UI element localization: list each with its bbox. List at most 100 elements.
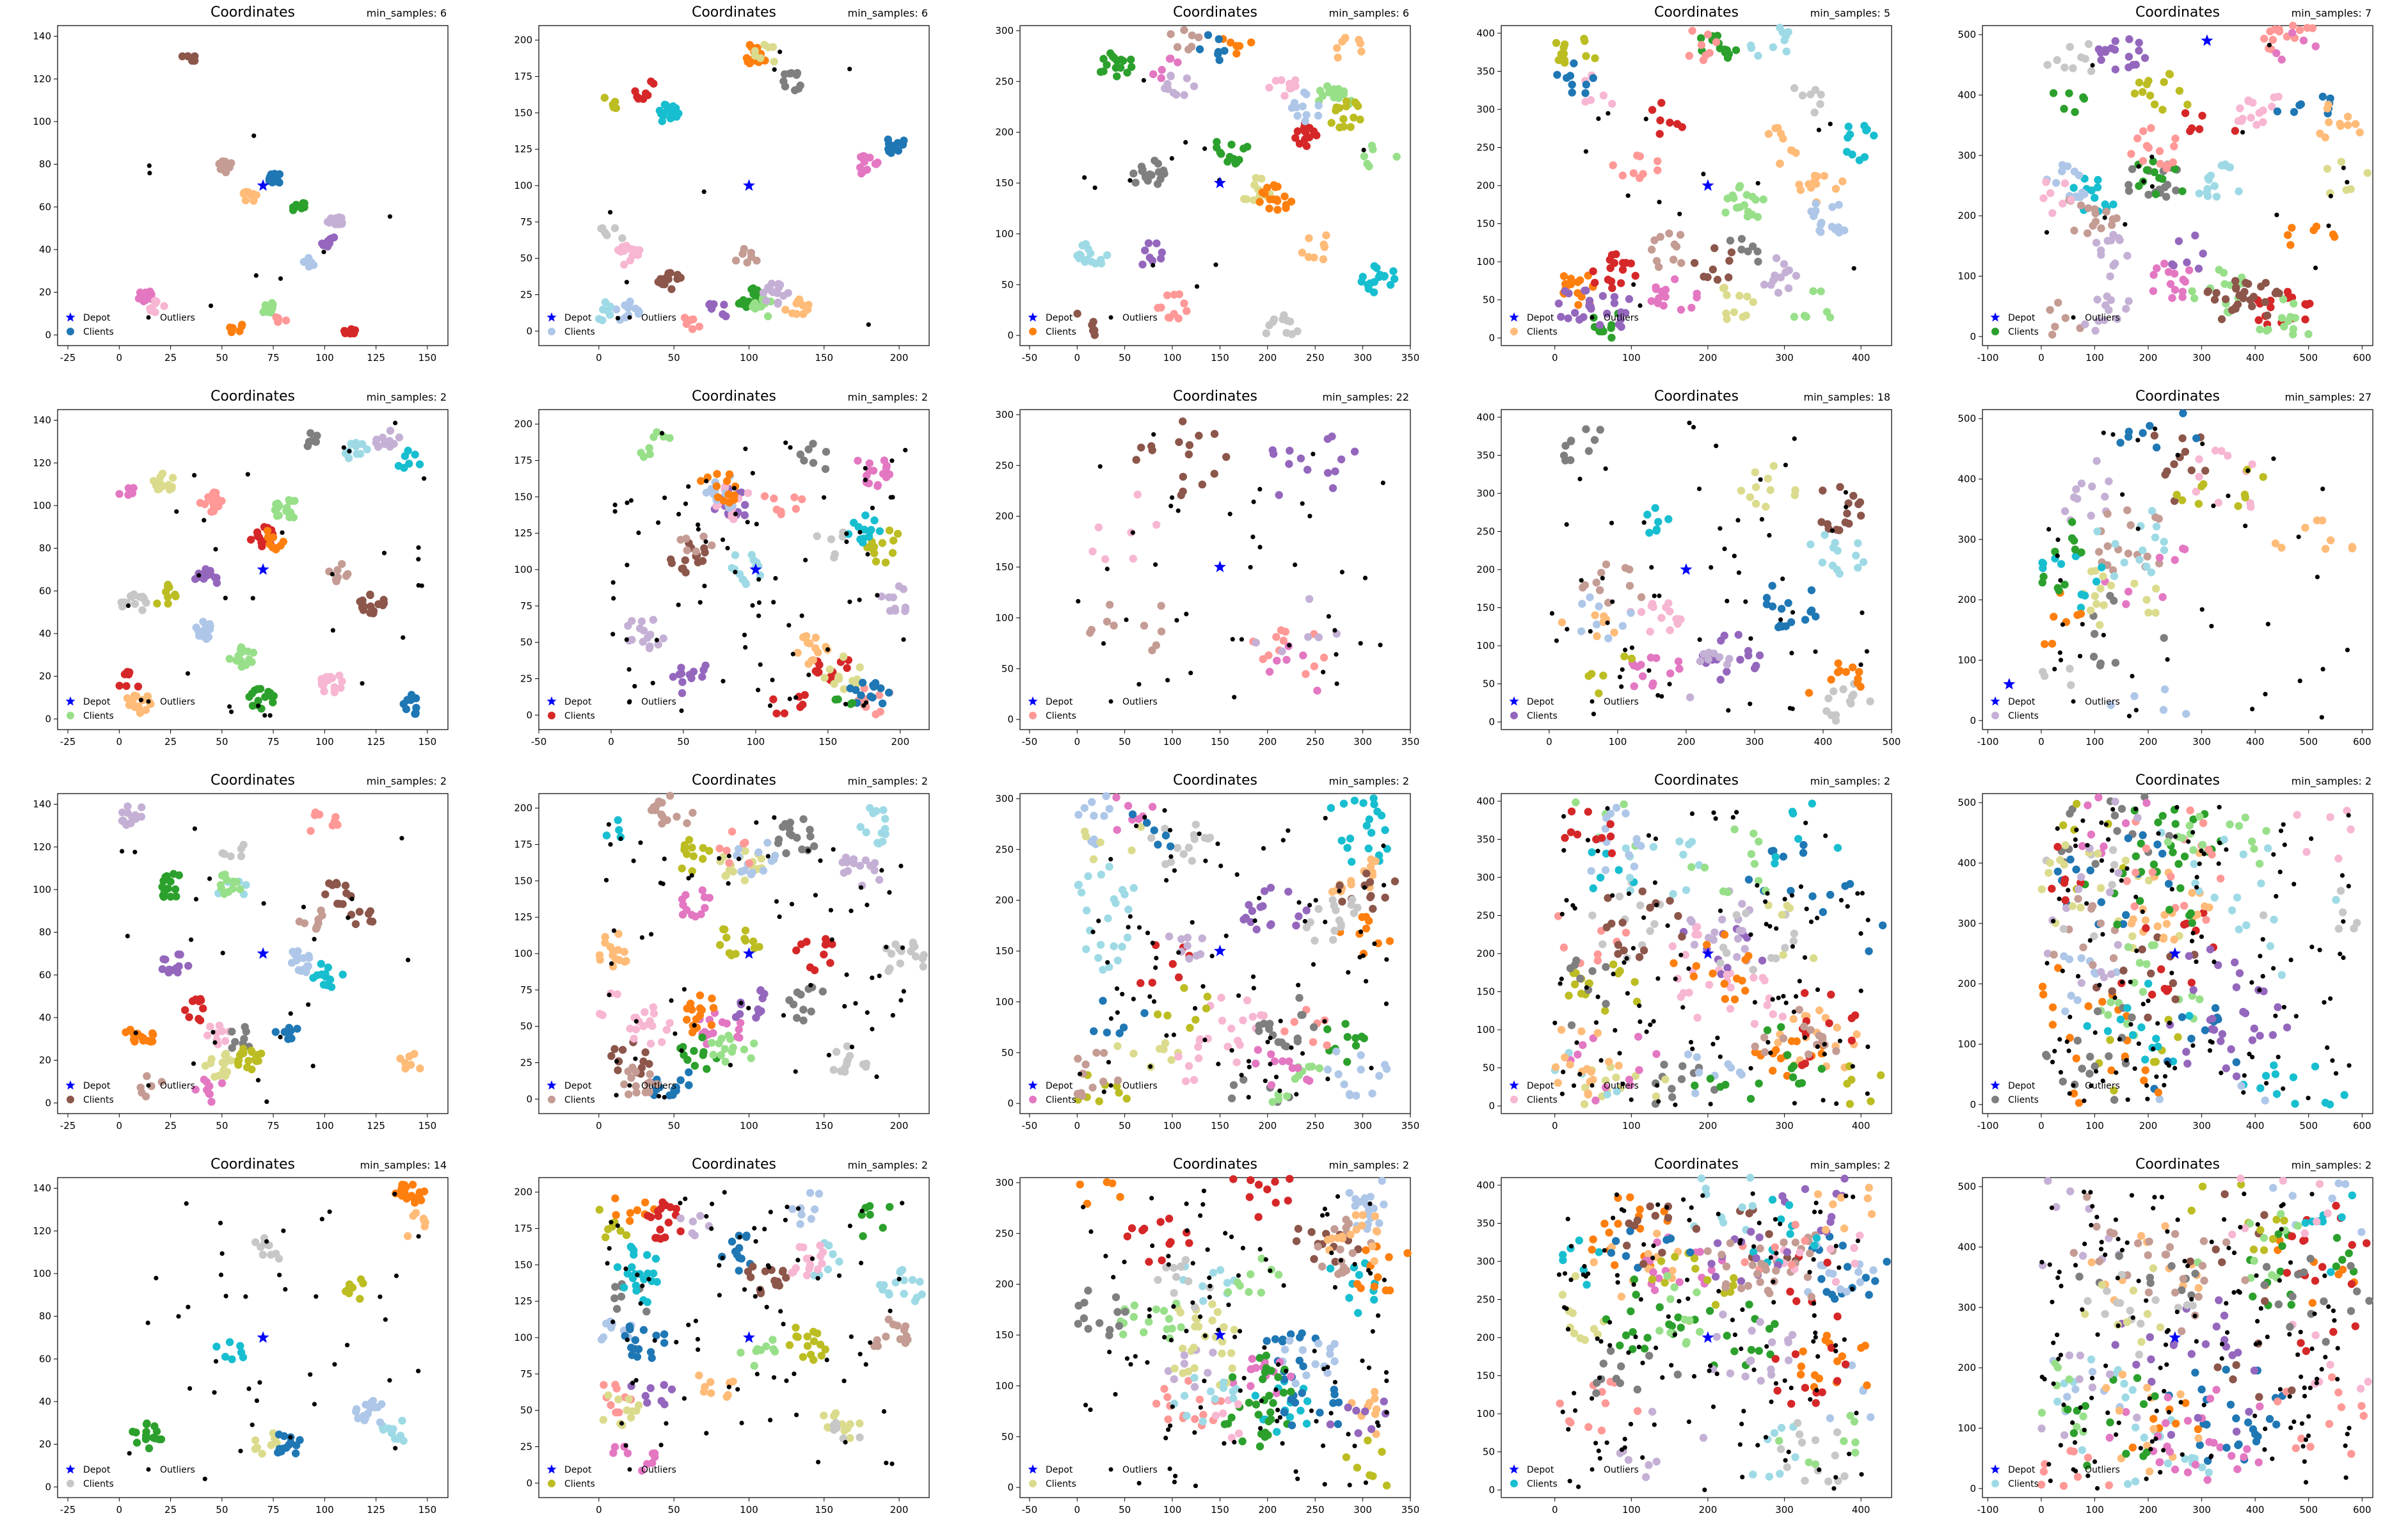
outlier-point — [1232, 694, 1237, 700]
client-point — [1620, 946, 1628, 955]
client-point — [1599, 327, 1607, 335]
y-tick-label: 0 — [45, 1097, 51, 1108]
outlier-point — [2058, 657, 2064, 662]
outlier-point — [1311, 451, 1316, 456]
client-point — [675, 670, 683, 678]
client-point — [1618, 172, 1627, 180]
client-point — [1150, 826, 1158, 835]
client-point — [1617, 308, 1625, 317]
client-point — [1074, 1055, 1082, 1063]
client-point — [2077, 609, 2085, 618]
points — [610, 428, 910, 719]
client-point — [2188, 287, 2196, 296]
legend-clients-label: Clients — [1527, 1095, 1558, 1105]
client-point — [681, 556, 689, 564]
client-point — [1151, 156, 1159, 165]
client-point — [2211, 1004, 2220, 1012]
outlier-point — [1718, 1054, 1723, 1059]
outlier-point — [626, 667, 632, 672]
outlier-point — [682, 987, 687, 992]
client-point — [1589, 74, 1597, 83]
client-point — [881, 830, 889, 838]
x-tick-label: 0 — [596, 1120, 602, 1132]
client-point — [2101, 492, 2109, 501]
client-point — [2062, 904, 2071, 913]
client-point — [1578, 600, 1586, 608]
outlier-point — [650, 680, 655, 685]
outlier-point — [662, 1094, 667, 1100]
client-point — [1275, 491, 1283, 499]
client-point — [2198, 111, 2206, 120]
outlier-point — [1197, 831, 1202, 836]
client-point — [1099, 1049, 1108, 1057]
client-point — [1649, 843, 1658, 851]
client-point — [248, 658, 256, 666]
client-point — [231, 1037, 239, 1046]
x-tick-label: 0 — [596, 352, 602, 364]
client-point — [1593, 950, 1602, 959]
x-tick-label: 350 — [1401, 352, 1420, 364]
client-point — [1204, 835, 1213, 843]
client-point — [1856, 511, 1865, 520]
client-point — [2072, 799, 2081, 808]
outlier-point — [1168, 504, 1174, 509]
client-point — [695, 323, 703, 331]
client-point — [236, 885, 244, 893]
y-tick-label: 125 — [514, 911, 532, 923]
outlier-point — [698, 600, 703, 605]
client-point — [2272, 1090, 2281, 1098]
client-point — [1588, 967, 1597, 975]
client-point — [1265, 83, 1273, 92]
client-point — [1832, 525, 1841, 534]
outlier-point — [1752, 1000, 1757, 1005]
client-point — [1763, 1026, 1772, 1034]
client-point — [2067, 991, 2075, 1000]
client-point — [651, 806, 660, 815]
client-point — [2337, 157, 2345, 166]
outlier-point — [1625, 991, 1630, 996]
client-point — [1622, 259, 1631, 267]
client-point — [386, 442, 394, 451]
y-tick-label: 150 — [514, 875, 532, 886]
client-point — [2112, 214, 2121, 223]
x-tick-label: 100 — [1163, 352, 1182, 364]
client-point — [199, 618, 207, 626]
outlier-point — [771, 600, 776, 605]
client-point — [1332, 106, 1340, 115]
client-point — [1352, 1041, 1360, 1050]
legend-clients-marker — [67, 1096, 74, 1103]
client-point — [2170, 269, 2179, 278]
y-tick-label: 250 — [1476, 141, 1495, 153]
outlier-point — [1585, 838, 1590, 843]
client-point — [1665, 229, 1673, 237]
client-point — [1278, 647, 1286, 655]
client-point — [2125, 428, 2133, 436]
client-point — [1551, 1063, 1560, 1071]
legend-outliers-marker — [2071, 699, 2076, 704]
client-point — [2091, 209, 2100, 218]
client-point — [1801, 616, 1810, 624]
client-point — [2110, 812, 2119, 820]
outlier-point — [721, 678, 726, 684]
client-point — [1301, 117, 1309, 125]
client-point — [2169, 979, 2178, 988]
client-point — [1730, 825, 1739, 834]
client-point — [1678, 932, 1686, 941]
outlier-point — [1176, 508, 1181, 513]
client-point — [2280, 323, 2288, 331]
client-point — [218, 871, 227, 880]
client-point — [1103, 1028, 1112, 1037]
client-point — [773, 289, 781, 298]
client-point — [647, 77, 655, 86]
outlier-point — [1808, 919, 1814, 924]
client-point — [880, 456, 889, 465]
client-point — [1677, 1075, 1686, 1084]
client-point — [2068, 805, 2077, 813]
client-point — [646, 642, 654, 651]
client-point — [1847, 1036, 1856, 1044]
client-point — [1591, 611, 1599, 620]
client-point — [2155, 147, 2164, 156]
client-point — [673, 275, 682, 283]
x-tick-label: -25 — [60, 1120, 76, 1132]
